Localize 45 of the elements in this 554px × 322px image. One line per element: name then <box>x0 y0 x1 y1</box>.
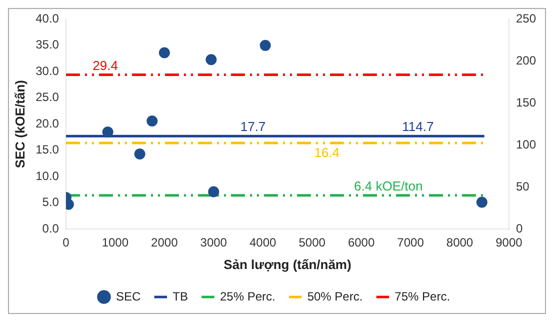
y-axis-title: SEC (kOE/tấn) <box>12 80 28 168</box>
y-tick-label: 30.0 <box>36 64 60 78</box>
annotation: 6.4 kOE/ton <box>354 178 423 194</box>
point <box>260 40 271 51</box>
y-tick-label: 35.0 <box>36 38 60 52</box>
annotation: 17.7 <box>240 119 266 134</box>
x-tick-label: 1000 <box>102 236 129 250</box>
y2-tick-label: 150 <box>516 95 536 110</box>
x-axis-title: Sản lượng (tấn/năm) <box>224 256 352 272</box>
y-tick-label: 15.0 <box>36 142 60 157</box>
legend-label: SEC <box>116 289 141 304</box>
x-tick-label: 7000 <box>397 236 424 250</box>
x-tick-label: 0 <box>62 236 70 250</box>
y2-tick-label: 250 <box>516 12 536 26</box>
annotation: 114.7 <box>402 119 434 134</box>
legend-label: 25% Perc. <box>220 289 276 304</box>
point <box>146 115 158 126</box>
annotation: 29.4 <box>92 58 118 73</box>
x-tick-label: 6000 <box>348 236 375 250</box>
x-tick-label: 8000 <box>446 236 474 250</box>
y-tick-label: 40.0 <box>36 12 60 26</box>
point <box>134 148 146 160</box>
x-tick-label: 5000 <box>298 236 326 250</box>
x-tick-label: 4000 <box>250 236 277 250</box>
point <box>158 47 170 58</box>
y-tick-label: 25.0 <box>36 90 60 104</box>
y2-tick-label: 50 <box>516 179 530 194</box>
x-tick-label: 9000 <box>496 236 523 250</box>
y2-tick-label: 0 <box>516 221 523 236</box>
point <box>206 54 217 66</box>
legend-label: 50% Perc. <box>307 289 363 304</box>
y2-tick-label: 100 <box>516 137 536 152</box>
legend-label: TB <box>172 289 188 304</box>
y-tick-label: 10.0 <box>36 168 60 183</box>
y-tick-label: 0.0 <box>42 221 60 236</box>
x-tick-label: 3000 <box>200 236 228 250</box>
point <box>102 126 114 138</box>
y2-tick-label: 200 <box>516 53 536 68</box>
annotation: 16.4 <box>314 145 340 160</box>
y-tick-label: 20.0 <box>36 116 60 130</box>
point <box>476 196 488 208</box>
legend-label: 75% Perc. <box>394 289 450 304</box>
x-tick-label: 2000 <box>151 236 178 250</box>
point <box>208 186 220 198</box>
y-tick-label: 5.0 <box>42 195 60 210</box>
